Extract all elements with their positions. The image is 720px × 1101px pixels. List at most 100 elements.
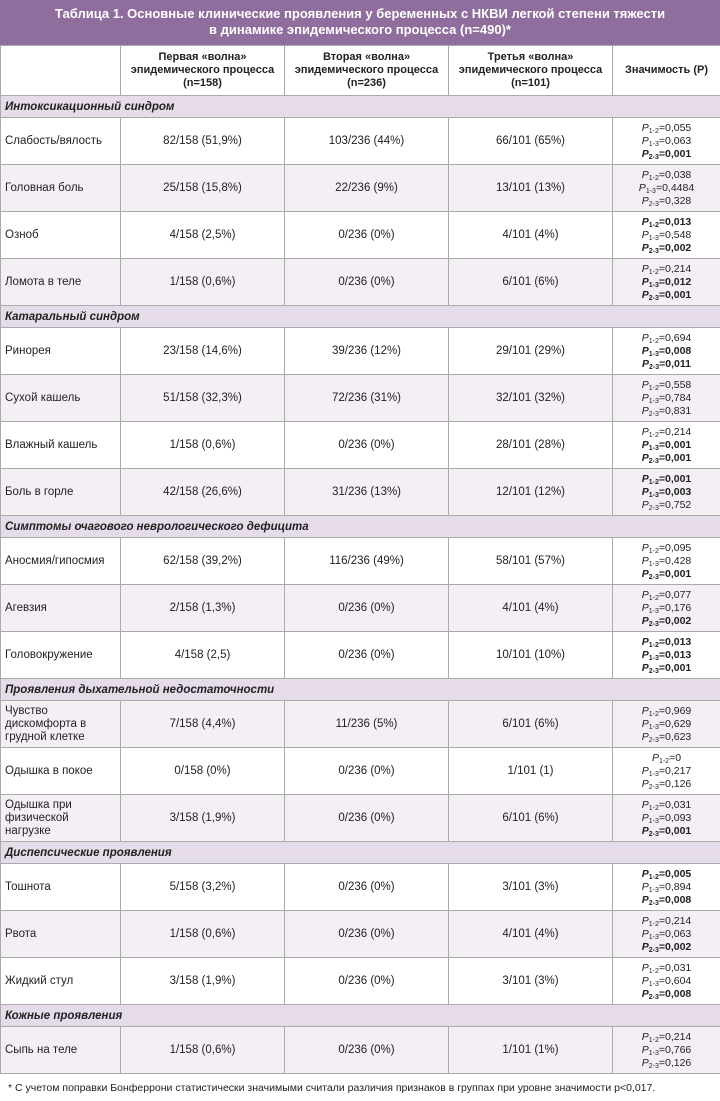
p-symbol: P — [641, 601, 649, 614]
value-cell: 0/236 (0%) — [284, 794, 449, 842]
p-value: P2-3=0,002 — [617, 615, 716, 628]
p-subscript: 1-2 — [658, 757, 670, 765]
p-subscript: 2-3 — [648, 573, 659, 581]
p-subscript: 1-3 — [648, 770, 659, 778]
value-cell: 4/101 (4%) — [448, 584, 613, 632]
p-number: =0,001 — [658, 567, 692, 580]
row-label: Рвота — [0, 910, 121, 958]
p-subscript: 1-2 — [648, 967, 659, 975]
p-subscript: 1-2 — [648, 547, 659, 555]
p-number: =0,969 — [658, 704, 692, 717]
value-cell: 1/158 (0,6%) — [120, 910, 285, 958]
p-value: P2-3=0,008 — [617, 894, 716, 907]
value-cell: 3/158 (1,9%) — [120, 957, 285, 1005]
value-cell: 10/101 (10%) — [448, 631, 613, 679]
significance-cell: P1-2=0,214 P1-3=0,766 P2-3=0,126 — [612, 1026, 720, 1074]
p-subscript: 1-2 — [648, 873, 659, 881]
p-symbol: P — [641, 147, 649, 160]
p-value: P1-3=0,548 — [617, 229, 716, 242]
p-symbol: P — [641, 635, 649, 648]
p-subscript: 2-3 — [648, 247, 659, 255]
significance-cell: P1-2=0,558 P1-3=0,784 P2-3=0,831 — [612, 374, 720, 422]
value-cell: 0/236 (0%) — [284, 421, 449, 469]
header-cell — [0, 45, 121, 96]
p-symbol: P — [641, 391, 649, 404]
p-symbol: P — [641, 811, 649, 824]
p-subscript: 1-3 — [648, 723, 659, 731]
significance-cell: P1-2=0,095 P1-3=0,428 P2-3=0,001 — [612, 537, 720, 585]
p-symbol: P — [641, 275, 649, 288]
p-number: =0,001 — [658, 824, 692, 837]
p-value: P1-3=0,766 — [617, 1044, 716, 1057]
p-value: P1-3=0,063 — [617, 135, 716, 148]
value-cell: 3/158 (1,9%) — [120, 794, 285, 842]
header-line: эпидемического процесса — [294, 64, 439, 76]
p-number: =0,784 — [658, 391, 692, 404]
value-cell: 3/101 (3%) — [448, 957, 613, 1005]
p-number: =0,894 — [658, 880, 692, 893]
p-subscript: 2-3 — [648, 993, 659, 1001]
value-cell: 11/236 (5%) — [284, 700, 449, 748]
p-value: P1-2=0,214 — [617, 263, 716, 276]
p-number: =0 — [669, 751, 682, 764]
p-subscript: 1-2 — [648, 920, 659, 928]
p-value: P2-3=0,011 — [617, 358, 716, 371]
value-cell: 6/101 (6%) — [448, 258, 613, 306]
section-row: Интоксикационный синдром — [0, 95, 720, 118]
p-number: =0,001 — [658, 661, 692, 674]
p-value: P1-2=0,095 — [617, 542, 716, 555]
p-number: =0,031 — [658, 798, 692, 811]
p-number: =0,214 — [658, 914, 692, 927]
p-symbol: P — [641, 777, 649, 790]
p-number: =0,008 — [658, 344, 692, 357]
p-number: =0,126 — [658, 1056, 692, 1069]
p-subscript: 1-3 — [648, 607, 659, 615]
data-row: Аносмия/гипосмия 62/158 (39,2%) 116/236 (4… — [0, 537, 720, 585]
value-cell: 0/236 (0%) — [284, 747, 449, 795]
value-cell: 116/236 (49%) — [284, 537, 449, 585]
significance-cell: P1-2=0,001 P1-3=0,003 P2-3=0,752 — [612, 468, 720, 516]
value-cell: 0/236 (0%) — [284, 584, 449, 632]
value-cell: 22/236 (9%) — [284, 164, 449, 212]
p-symbol: P — [638, 181, 646, 194]
p-subscript: 2-3 — [648, 504, 659, 512]
p-number: =0,629 — [658, 717, 692, 730]
p-number: =0,001 — [658, 451, 692, 464]
p-subscript: 1-2 — [648, 384, 659, 392]
p-subscript: 2-3 — [648, 620, 659, 628]
p-value: P1-3=0,894 — [617, 881, 716, 894]
p-subscript: 2-3 — [648, 783, 659, 791]
p-number: =0,752 — [658, 498, 692, 511]
data-row: Боль в горле 42/158 (26,6%) 31/236 (13%) 12… — [0, 468, 720, 516]
p-value: P1-3=0,003 — [617, 486, 716, 499]
data-row: Ломота в теле 1/158 (0,6%) 0/236 (0%) 6/101… — [0, 258, 720, 306]
header-cell: Первая «волна» эпидемического процесса (n=… — [120, 45, 285, 96]
p-number: =0,008 — [658, 987, 692, 1000]
p-number: =0,063 — [658, 134, 692, 147]
value-cell: 0/236 (0%) — [284, 258, 449, 306]
section-row: Проявления дыхательной недостаточности — [0, 678, 720, 701]
p-subscript: 1-3 — [648, 281, 659, 289]
p-number: =0,012 — [658, 275, 692, 288]
p-subscript: 1-2 — [648, 127, 659, 135]
row-label: Одышка при физической нагрузке — [0, 794, 121, 842]
p-subscript: 2-3 — [648, 200, 659, 208]
header-line: (n=236) — [347, 77, 386, 89]
value-cell: 23/158 (14,6%) — [120, 327, 285, 375]
p-number: =0,604 — [658, 974, 692, 987]
value-cell: 6/101 (6%) — [448, 700, 613, 748]
row-label: Сухой кашель — [0, 374, 121, 422]
value-cell: 42/158 (26,6%) — [120, 468, 285, 516]
data-row: Жидкий стул 3/158 (1,9%) 0/236 (0%) 3/101 (… — [0, 957, 720, 1005]
significance-cell: P1-2=0,214 P1-3=0,063 P2-3=0,002 — [612, 910, 720, 958]
p-symbol: P — [641, 927, 649, 940]
p-subscript: 1-2 — [648, 594, 659, 602]
p-subscript: 1-3 — [648, 817, 659, 825]
p-number: =0,176 — [658, 601, 692, 614]
value-cell: 58/101 (57%) — [448, 537, 613, 585]
significance-cell: P1-2=0,214 P1-3=0,012 P2-3=0,001 — [612, 258, 720, 306]
significance-cell: P1-2=0,013 P1-3=0,548 P2-3=0,002 — [612, 211, 720, 259]
p-subscript: 1-2 — [648, 337, 659, 345]
p-subscript: 1-3 — [648, 140, 659, 148]
